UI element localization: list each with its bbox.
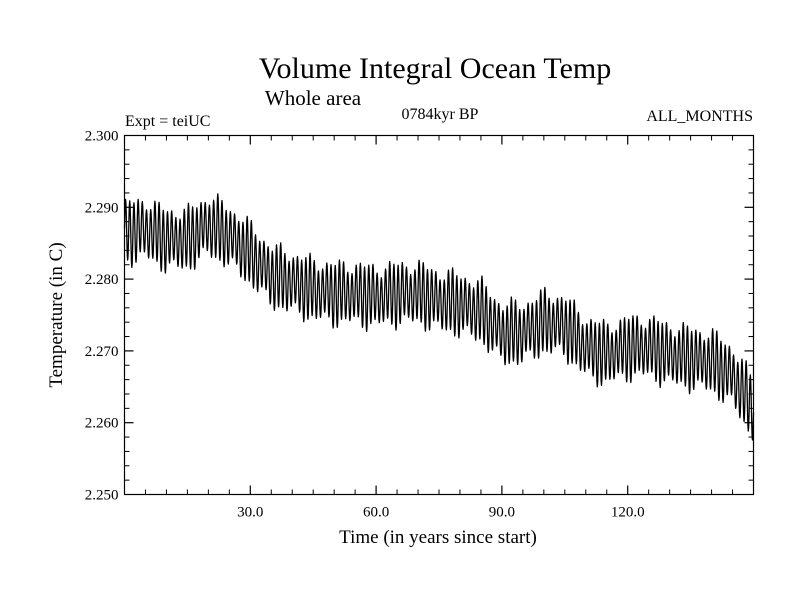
y-tick-label: 2.260 (85, 416, 119, 432)
y-tick-label: 2.290 (85, 200, 119, 216)
x-axis-label: Time (in years since start) (339, 527, 537, 548)
x-tick-label: 90.0 (489, 505, 515, 521)
x-tick-label: 30.0 (237, 505, 263, 521)
y-tick-label: 2.250 (85, 488, 119, 504)
chart-subtitle: Whole area (265, 86, 362, 110)
y-tick-label: 2.270 (85, 344, 119, 360)
chart-title: Volume Integral Ocean Temp (259, 52, 612, 85)
x-tick-label: 60.0 (363, 505, 389, 521)
months-label: ALL_MONTHS (646, 108, 753, 125)
y-axis-ticks: 2.250 2.260 2.270 2.280 2.290 2.300 (85, 129, 754, 504)
y-axis-label: Temperature (in C) (46, 242, 67, 387)
period-label: 0784kyr BP (402, 106, 479, 123)
experiment-label: Expt = teiUC (125, 113, 210, 130)
y-tick-label: 2.300 (85, 129, 119, 145)
series-layer (123, 193, 755, 441)
x-axis-ticks: 30.0 60.0 90.0 120.0 (144, 135, 734, 521)
series-line (123, 193, 755, 441)
x-tick-label: 120.0 (611, 505, 645, 521)
y-tick-label: 2.280 (85, 272, 119, 288)
